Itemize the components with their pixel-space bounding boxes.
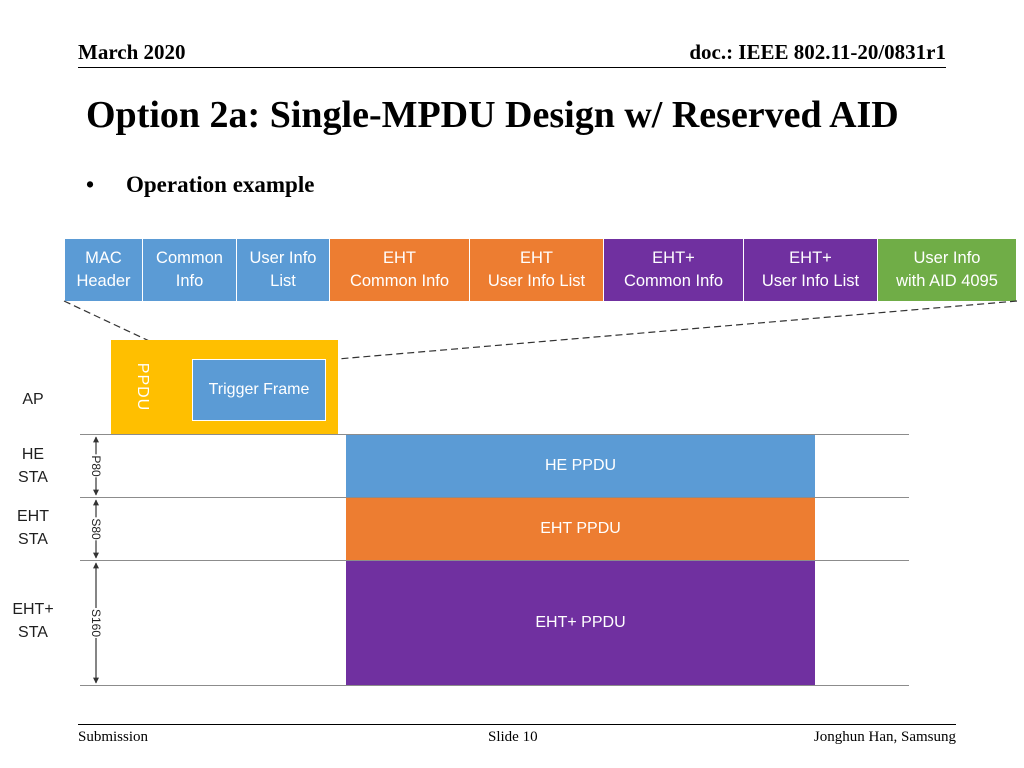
channel-line: [80, 560, 909, 561]
header-doc-id: doc.: IEEE 802.11-20/0831r1: [689, 40, 946, 64]
header-divider: [78, 67, 946, 68]
s160-label: S160: [89, 607, 103, 639]
field-eht-user-info-list: EHT User Info List: [470, 239, 604, 301]
ehtplus-ppdu-box: EHT+ PPDU: [346, 561, 815, 685]
zoom-line-right: [325, 300, 1018, 361]
s80-label: S80: [89, 517, 103, 541]
channel-line: [80, 497, 909, 498]
channel-line: [80, 434, 909, 435]
field-common-info: Common Info: [143, 239, 237, 301]
eht-sta-label: EHT STA: [17, 508, 49, 548]
trigger-frame-box: Trigger Frame: [192, 359, 326, 421]
ap-label: AP: [22, 391, 44, 408]
slide-title: Option 2a: Single-MPDU Design w/ Reserve…: [86, 94, 899, 136]
channel-line: [80, 685, 909, 686]
p80-label: P80: [89, 454, 103, 478]
field-user-info-list: User Info List: [237, 239, 330, 301]
field-user-info-aid-4095: User Info with AID 4095: [878, 239, 1017, 301]
field-ehtplus-common-info: EHT+ Common Info: [604, 239, 744, 301]
ehtplus-sta-label: EHT+ STA: [12, 601, 54, 641]
zoom-line-left: [63, 300, 195, 363]
field-mac-header: MAC Header: [65, 239, 143, 301]
he-sta-label: HE STA: [18, 446, 48, 486]
field-ehtplus-user-info-list: EHT+ User Info List: [744, 239, 878, 301]
bullet-text: Operation example: [126, 172, 315, 197]
footer-author: Jonghun Han, Samsung: [813, 729, 956, 745]
footer-divider: [78, 724, 956, 725]
eht-ppdu-box: EHT PPDU: [346, 498, 815, 560]
footer-slide-number: Slide 10: [488, 729, 538, 745]
header-date: March 2020: [78, 40, 186, 64]
footer-submission: Submission: [78, 729, 149, 745]
bullet-marker: •: [86, 172, 95, 197]
field-eht-common-info: EHT Common Info: [330, 239, 470, 301]
he-ppdu-box: HE PPDU: [346, 435, 815, 497]
